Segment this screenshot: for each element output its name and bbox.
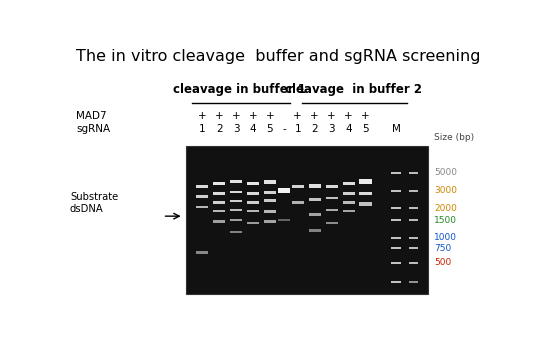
Text: 5: 5 — [362, 124, 369, 134]
Bar — [247, 182, 259, 185]
Bar — [264, 220, 276, 223]
Bar — [278, 188, 290, 193]
Bar — [392, 281, 401, 283]
Text: 3: 3 — [329, 124, 335, 134]
Bar — [196, 251, 208, 254]
Bar — [230, 209, 242, 211]
Bar — [247, 210, 259, 212]
Text: +: + — [361, 111, 370, 121]
Text: cleavage  in buffer 2: cleavage in buffer 2 — [286, 83, 422, 96]
Bar — [308, 229, 321, 232]
Bar — [326, 197, 338, 199]
Bar — [343, 192, 355, 195]
Text: 5000: 5000 — [434, 168, 457, 177]
Bar — [308, 213, 321, 215]
Bar — [292, 185, 304, 188]
Bar — [292, 201, 304, 204]
Bar — [278, 219, 290, 221]
Bar — [196, 195, 208, 198]
Bar — [408, 219, 418, 221]
Bar — [264, 210, 276, 213]
Bar — [230, 180, 242, 183]
Bar — [308, 198, 321, 201]
Bar — [408, 208, 418, 209]
Text: 1: 1 — [199, 124, 205, 134]
Bar — [196, 185, 208, 188]
Text: cleavage in buffer 1: cleavage in buffer 1 — [173, 83, 305, 96]
Text: 2: 2 — [216, 124, 223, 134]
Bar — [326, 209, 338, 211]
Bar — [213, 221, 225, 223]
Bar — [359, 192, 371, 195]
Bar — [392, 237, 401, 239]
Bar — [213, 192, 225, 195]
Bar — [392, 247, 401, 249]
Text: sgRNA: sgRNA — [76, 124, 110, 134]
Bar — [186, 146, 428, 294]
Bar — [213, 201, 225, 204]
Bar — [408, 247, 418, 249]
Bar — [343, 201, 355, 203]
Bar — [308, 184, 321, 188]
Bar — [230, 231, 242, 233]
Text: 500: 500 — [434, 258, 451, 267]
Text: +: + — [344, 111, 353, 121]
Text: +: + — [215, 111, 223, 121]
Bar — [247, 192, 259, 195]
Text: 2000: 2000 — [434, 204, 457, 213]
Text: 1500: 1500 — [434, 215, 457, 225]
Bar — [213, 210, 225, 212]
Text: 3000: 3000 — [434, 186, 457, 195]
Bar — [264, 190, 276, 194]
Text: 2: 2 — [311, 124, 318, 134]
Bar — [230, 191, 242, 194]
Text: 4: 4 — [345, 124, 352, 134]
Text: Size (bp): Size (bp) — [434, 133, 474, 142]
Bar — [392, 219, 401, 221]
Bar — [264, 199, 276, 202]
Bar — [326, 222, 338, 224]
Text: +: + — [232, 111, 241, 121]
Bar — [392, 262, 401, 264]
Text: 4: 4 — [250, 124, 256, 134]
Text: M: M — [392, 124, 401, 134]
Text: MAD7: MAD7 — [76, 111, 107, 121]
Bar — [213, 182, 225, 185]
Bar — [359, 202, 371, 206]
Text: 1000: 1000 — [434, 233, 457, 242]
Text: 1: 1 — [294, 124, 301, 134]
Text: +: + — [311, 111, 319, 121]
Text: +: + — [293, 111, 302, 121]
Text: 750: 750 — [434, 244, 451, 253]
Bar — [392, 172, 401, 174]
Text: +: + — [327, 111, 336, 121]
Bar — [343, 182, 355, 185]
Bar — [247, 222, 259, 224]
Bar — [392, 208, 401, 209]
Bar — [408, 190, 418, 192]
Text: +: + — [249, 111, 257, 121]
Bar — [408, 172, 418, 174]
Text: +: + — [266, 111, 274, 121]
Bar — [408, 281, 418, 283]
Bar — [230, 219, 242, 221]
Bar — [359, 180, 371, 184]
Bar — [343, 210, 355, 212]
Bar — [230, 200, 242, 202]
Bar — [392, 190, 401, 192]
Bar — [326, 185, 338, 188]
Bar — [196, 206, 208, 208]
Bar — [408, 262, 418, 264]
Bar — [264, 180, 276, 184]
Text: 3: 3 — [233, 124, 239, 134]
Text: Substrate
dsDNA: Substrate dsDNA — [70, 192, 118, 214]
Text: +: + — [198, 111, 206, 121]
Bar — [247, 201, 259, 204]
Text: The in vitro cleavage  buffer and sgRNA screening: The in vitro cleavage buffer and sgRNA s… — [76, 49, 481, 64]
Text: -: - — [282, 124, 286, 134]
Text: 5: 5 — [267, 124, 273, 134]
Bar — [408, 237, 418, 239]
